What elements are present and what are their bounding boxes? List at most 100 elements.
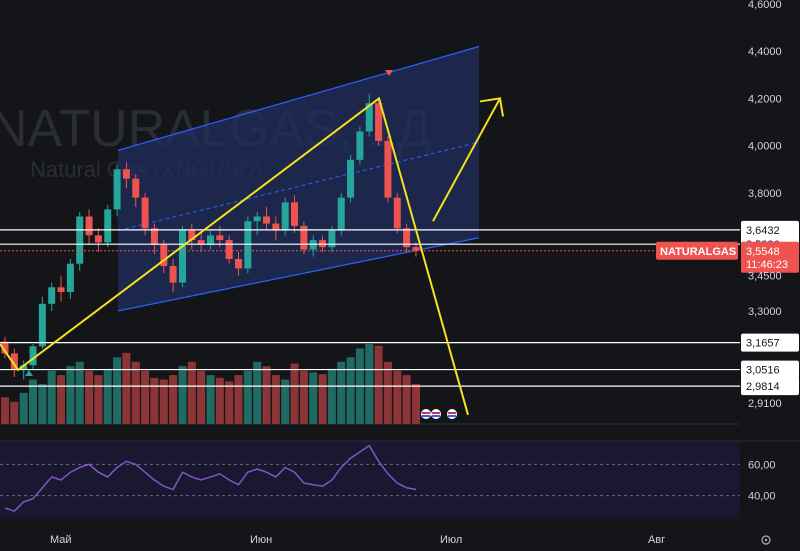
volume-bar bbox=[169, 375, 178, 424]
event-flag-icon bbox=[431, 409, 441, 419]
event-flag-stripe bbox=[432, 415, 440, 417]
candle[interactable] bbox=[356, 126, 364, 165]
candle-body bbox=[206, 235, 214, 245]
event-flag-stripe bbox=[448, 415, 456, 417]
candle-body bbox=[104, 209, 112, 243]
candle[interactable] bbox=[10, 348, 18, 378]
countdown-text: 11:46:23 bbox=[746, 259, 788, 271]
zigzag-drawing bbox=[0, 96, 469, 416]
candle[interactable] bbox=[76, 211, 84, 271]
price-tick-label: 4,6000 bbox=[748, 0, 782, 11]
candle-body bbox=[66, 263, 74, 293]
candle[interactable] bbox=[160, 240, 168, 274]
candle[interactable] bbox=[94, 228, 102, 252]
candle[interactable] bbox=[48, 282, 56, 311]
candle[interactable] bbox=[291, 195, 299, 234]
candle[interactable] bbox=[66, 258, 74, 300]
volume-bar bbox=[318, 374, 327, 424]
candle[interactable] bbox=[244, 216, 252, 274]
candle[interactable] bbox=[272, 216, 280, 241]
price-tick-label: 4,4000 bbox=[748, 46, 782, 58]
candle[interactable] bbox=[197, 233, 205, 252]
candle-body bbox=[132, 178, 140, 198]
symbol-label[interactable]: NATURALGAS bbox=[656, 241, 738, 260]
volume-bar bbox=[178, 366, 187, 424]
candle[interactable] bbox=[263, 207, 271, 231]
candle-body bbox=[169, 266, 177, 283]
candle[interactable] bbox=[85, 209, 93, 245]
volume-bar bbox=[281, 379, 290, 424]
candle[interactable] bbox=[375, 98, 383, 146]
candle[interactable] bbox=[113, 164, 121, 217]
volume-bar bbox=[299, 370, 308, 424]
candle-body bbox=[38, 303, 46, 347]
candle-body bbox=[94, 235, 102, 243]
volume-bar bbox=[402, 375, 411, 424]
candle[interactable] bbox=[150, 223, 158, 255]
candle[interactable] bbox=[300, 221, 308, 255]
volume-bar bbox=[271, 375, 280, 424]
symbol-label-text: NATURALGAS bbox=[660, 246, 736, 258]
candle[interactable] bbox=[393, 192, 401, 234]
price-axis[interactable]: 4,6000 4,4000 4,2000 4,0000 3,8000 3,4500 3,30… bbox=[748, 0, 782, 503]
price-tick-label: 3,4500 bbox=[748, 271, 782, 283]
candle[interactable] bbox=[141, 192, 149, 236]
volume-bar bbox=[309, 372, 318, 424]
level-price-tag[interactable]: 2,9814 bbox=[741, 377, 799, 396]
volume-bar bbox=[327, 368, 336, 424]
candle[interactable] bbox=[412, 242, 420, 257]
candle[interactable] bbox=[403, 223, 411, 252]
candle-body bbox=[235, 258, 242, 269]
candle[interactable] bbox=[253, 211, 261, 236]
time-axis[interactable]: Май Июн Июл Авг bbox=[50, 534, 771, 546]
candle[interactable] bbox=[206, 230, 214, 250]
settings-gear-icon[interactable] bbox=[761, 535, 771, 545]
candle-body bbox=[403, 228, 411, 248]
volume-bar bbox=[85, 370, 94, 424]
candle[interactable] bbox=[57, 275, 65, 302]
level-tag-bg bbox=[741, 377, 799, 396]
candle-body bbox=[253, 216, 261, 222]
candle-body bbox=[365, 103, 373, 132]
candle[interactable] bbox=[38, 296, 46, 349]
candles[interactable] bbox=[1, 93, 420, 380]
candle[interactable] bbox=[132, 173, 140, 208]
candle[interactable] bbox=[225, 235, 233, 264]
sell-signal-marker bbox=[385, 70, 393, 76]
candle-body bbox=[150, 228, 158, 245]
time-tick-label: Май bbox=[50, 534, 72, 546]
trend-drawings[interactable] bbox=[0, 96, 504, 416]
candle[interactable] bbox=[188, 223, 196, 250]
level-tag-text: 3,0516 bbox=[746, 365, 780, 377]
candle[interactable] bbox=[347, 155, 355, 203]
level-price-tag[interactable]: 3,6432 bbox=[741, 220, 799, 239]
rsi-tick-label: 40,00 bbox=[748, 491, 776, 503]
candle-body bbox=[57, 287, 65, 293]
last-price-tag-bg bbox=[741, 241, 799, 273]
candle[interactable] bbox=[281, 197, 289, 236]
candle[interactable] bbox=[384, 136, 392, 203]
candle[interactable] bbox=[122, 162, 130, 189]
candle[interactable] bbox=[309, 235, 317, 257]
candle[interactable] bbox=[178, 225, 186, 288]
candle[interactable] bbox=[104, 204, 112, 248]
price-tick-label: 4,0000 bbox=[748, 141, 782, 153]
volume-bar bbox=[150, 377, 159, 424]
candle-body bbox=[188, 230, 196, 241]
candle[interactable] bbox=[337, 192, 345, 236]
candle[interactable] bbox=[365, 93, 373, 137]
level-price-tag[interactable]: 3,0516 bbox=[741, 360, 799, 379]
candle[interactable] bbox=[29, 343, 37, 370]
level-price-tag[interactable]: 3,1657 bbox=[741, 333, 799, 352]
candle-body bbox=[356, 131, 364, 160]
candle-body bbox=[412, 247, 420, 251]
candle-body bbox=[197, 240, 205, 245]
horizontal-levels[interactable]: 3,64323,58263,16573,05162,9814NATURALGAS… bbox=[0, 220, 799, 396]
volume-bar bbox=[47, 370, 56, 424]
candle[interactable] bbox=[169, 258, 177, 293]
volume-bar bbox=[253, 361, 262, 424]
candle[interactable] bbox=[1, 336, 9, 359]
candle[interactable] bbox=[235, 251, 242, 276]
